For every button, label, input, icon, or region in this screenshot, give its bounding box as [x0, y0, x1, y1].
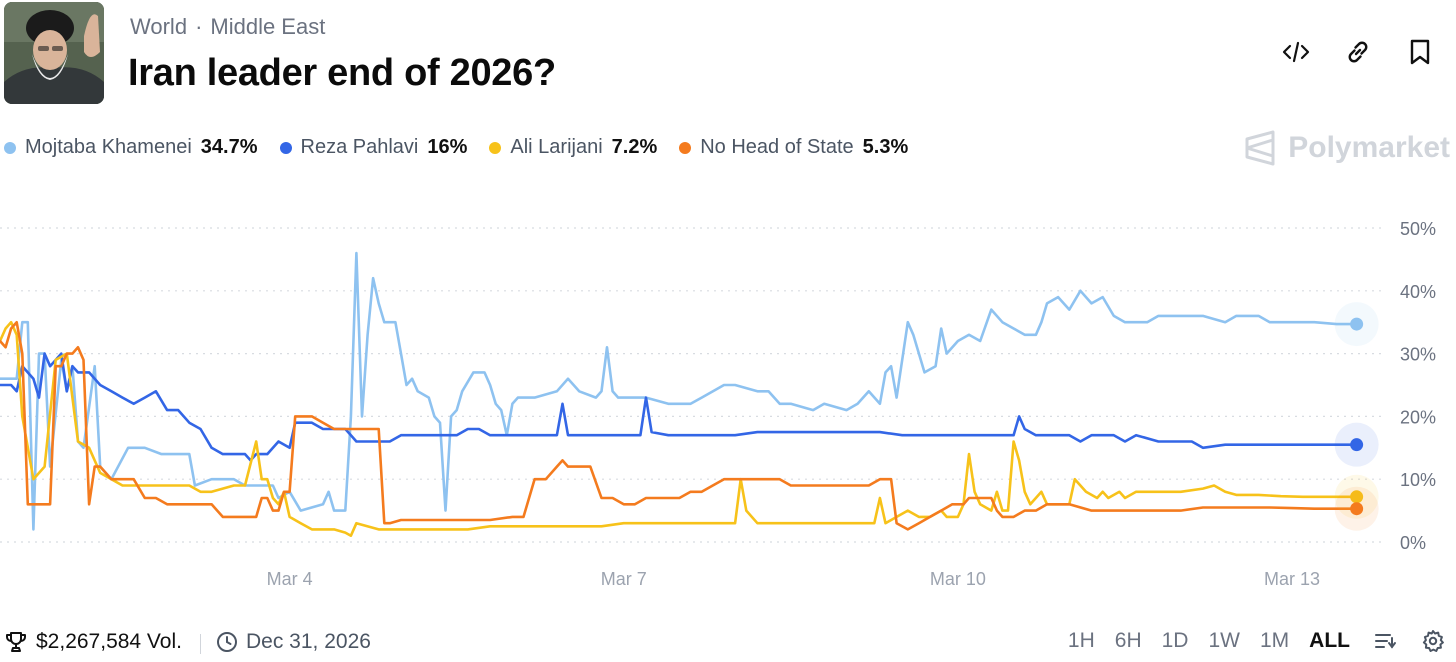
legend-name: Reza Pahlavi	[300, 136, 419, 158]
polymarket-logo-icon	[1245, 130, 1275, 166]
filter-list-icon	[1375, 634, 1396, 649]
range-1w[interactable]: 1W	[1208, 629, 1240, 652]
series-line-reza-pahlavi	[0, 352, 1358, 462]
y-tick-label: 40%	[1400, 282, 1436, 302]
series-line-mojtaba-khamenei	[0, 251, 1358, 531]
brand-name: Polymarket	[1288, 131, 1450, 164]
gear-icon	[1422, 630, 1444, 652]
price-history-chart[interactable]: 0% 10% 20% 30% 40% 50% Mar 4 Mar 7 Mar 10 Mar 13	[0, 190, 1456, 600]
bookmark-icon	[1410, 39, 1430, 65]
legend-item-mojtaba-khamenei[interactable]: Mojtaba Khamenei 34.7%	[4, 136, 258, 159]
time-range-selector: 1H 6H 1D 1W 1M ALL	[1048, 628, 1446, 654]
range-all[interactable]: ALL	[1309, 629, 1350, 652]
y-tick-label: 30%	[1400, 345, 1436, 365]
polymarket-watermark: Polymarket	[1244, 130, 1450, 166]
embed-icon	[1282, 41, 1310, 63]
chart-series	[0, 251, 1358, 538]
legend-dot-no-head-of-state	[679, 141, 692, 154]
series-line-no-head-of-state	[0, 320, 1358, 531]
endpoint-dot-ali-larijani	[1350, 490, 1364, 504]
endpoint-dot-reza-pahlavi	[1350, 438, 1364, 452]
breadcrumb-item-middle-east[interactable]: Middle East	[210, 14, 326, 39]
y-axis: 0% 10% 20% 30% 40% 50%	[1400, 219, 1436, 553]
legend-name: Mojtaba Khamenei	[25, 136, 192, 158]
legend-item-reza-pahlavi[interactable]: Reza Pahlavi 16%	[279, 136, 468, 159]
volume-info: $2,267,584 Vol.	[4, 630, 182, 654]
end-date-info: Dec 31, 2026	[216, 630, 371, 654]
y-tick-label: 50%	[1400, 219, 1436, 239]
breadcrumb-separator: ·	[195, 14, 203, 39]
range-6h[interactable]: 6H	[1114, 629, 1142, 652]
endpoint-dot-no-head-of-state	[1350, 502, 1364, 516]
breadcrumb-item-world[interactable]: World	[130, 14, 188, 39]
legend-value: 16%	[427, 136, 468, 158]
legend-value: 7.2%	[611, 136, 658, 158]
page-title: Iran leader end of 2026?	[128, 52, 556, 94]
market-footer: $2,267,584 Vol. Dec 31, 2026 1H 6H 1D 1W…	[0, 626, 1456, 660]
legend-dot-mojtaba-khamenei	[4, 141, 16, 154]
legend-value: 34.7%	[200, 136, 258, 158]
breadcrumb: World · Middle East	[130, 14, 325, 40]
legend-item-ali-larijani[interactable]: Ali Larijani 7.2%	[489, 136, 657, 159]
x-axis: Mar 4 Mar 7 Mar 10 Mar 13	[267, 569, 1320, 589]
chart-grid	[0, 227, 1385, 543]
volume-text: $2,267,584 Vol.	[36, 630, 182, 653]
endpoint-dot-mojtaba-khamenei	[1350, 317, 1364, 331]
y-tick-label: 0%	[1400, 533, 1426, 553]
bookmark-button[interactable]	[1404, 34, 1436, 70]
chart-filter-button[interactable]	[1372, 628, 1398, 654]
chart-settings-button[interactable]	[1420, 628, 1446, 654]
range-1d[interactable]: 1D	[1161, 629, 1189, 652]
x-tick-label: Mar 10	[930, 569, 986, 589]
copy-link-button[interactable]	[1342, 34, 1374, 70]
legend-name: Ali Larijani	[510, 136, 603, 158]
legend-value: 5.3%	[862, 136, 909, 158]
legend-dot-reza-pahlavi	[279, 141, 292, 154]
legend-item-no-head-of-state[interactable]: No Head of State 5.3%	[679, 136, 908, 159]
embed-button[interactable]	[1280, 34, 1312, 70]
chart-endpoints	[1334, 302, 1379, 531]
y-tick-label: 10%	[1400, 470, 1436, 490]
x-tick-label: Mar 4	[267, 569, 313, 589]
range-1m[interactable]: 1M	[1259, 629, 1290, 652]
x-tick-label: Mar 13	[1264, 569, 1320, 589]
market-avatar	[4, 2, 104, 104]
legend-dot-ali-larijani	[489, 141, 502, 154]
range-1h[interactable]: 1H	[1067, 629, 1095, 652]
y-tick-label: 20%	[1400, 407, 1436, 427]
legend-name: No Head of State	[700, 136, 854, 158]
x-tick-label: Mar 7	[601, 569, 647, 589]
series-line-ali-larijani	[0, 320, 1358, 538]
end-date-text: Dec 31, 2026	[246, 630, 371, 653]
trophy-icon	[6, 632, 26, 652]
clock-icon	[217, 632, 237, 652]
link-icon	[1348, 41, 1368, 63]
header-actions	[1280, 34, 1436, 70]
footer-divider	[200, 634, 201, 654]
chart-legend: Mojtaba Khamenei 34.7% Reza Pahlavi 16% …	[4, 136, 930, 159]
